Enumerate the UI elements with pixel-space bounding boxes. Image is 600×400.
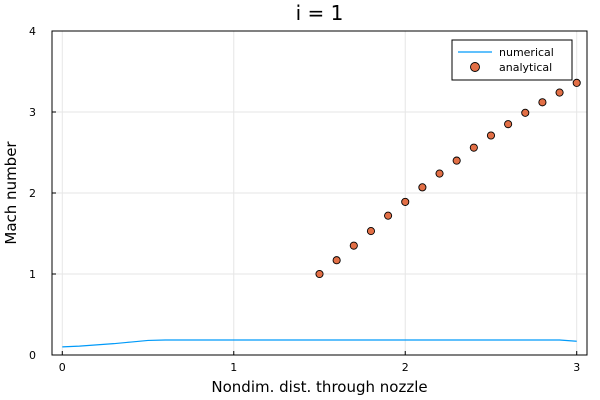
data-point-analytical <box>486 131 496 140</box>
y-tick-label: 1 <box>29 268 36 281</box>
data-point-analytical <box>384 211 393 220</box>
x-tick-label: 2 <box>402 361 409 374</box>
legend: numerical analytical <box>451 39 573 81</box>
y-tick-label: 4 <box>29 25 36 38</box>
x-tick-label: 1 <box>230 361 237 374</box>
data-point-analytical <box>504 120 513 129</box>
data-point-analytical <box>435 169 444 178</box>
data-point-analytical <box>469 143 478 152</box>
y-tick-label: 2 <box>29 187 36 200</box>
data-point-analytical <box>349 241 358 250</box>
legend-box <box>451 39 573 81</box>
data-point-analytical <box>315 269 324 279</box>
data-point-analytical <box>366 227 375 236</box>
axis-ticks: 0 1 2 3 0 1 2 3 4 <box>29 25 580 374</box>
data-point-analytical <box>452 156 461 165</box>
data-point-analytical <box>401 197 410 206</box>
legend-swatch-marker <box>470 62 480 72</box>
data-point-analytical <box>572 78 581 87</box>
y-tick-label: 3 <box>29 106 36 119</box>
data-point-analytical <box>555 88 564 97</box>
chart-title: i = 1 <box>296 1 344 25</box>
series-line-numerical <box>62 339 577 348</box>
series-layer <box>62 78 581 348</box>
data-point-analytical <box>332 256 341 265</box>
x-axis-title: Nondim. dist. through nozzle <box>211 378 427 396</box>
data-point-analytical <box>418 183 427 192</box>
x-tick-label: 3 <box>573 361 580 374</box>
legend-label: analytical <box>499 61 552 74</box>
data-point-analytical <box>521 108 530 117</box>
y-axis-title: Mach number <box>2 141 20 245</box>
x-tick-label: 0 <box>59 361 66 374</box>
data-point-analytical <box>538 98 547 107</box>
legend-label: numerical <box>499 46 554 59</box>
y-tick-label: 0 <box>29 349 36 362</box>
